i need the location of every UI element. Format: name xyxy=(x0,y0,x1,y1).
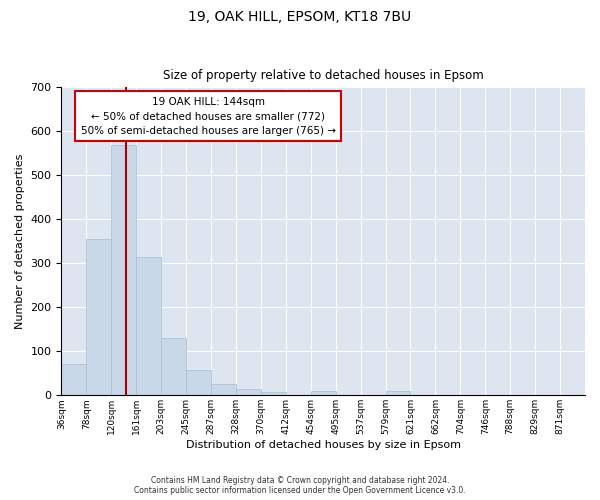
Text: 19 OAK HILL: 144sqm
← 50% of detached houses are smaller (772)
50% of semi-detac: 19 OAK HILL: 144sqm ← 50% of detached ho… xyxy=(80,96,335,136)
Bar xyxy=(111,144,136,396)
Y-axis label: Number of detached properties: Number of detached properties xyxy=(15,154,25,329)
Bar xyxy=(61,364,86,396)
Title: Size of property relative to detached houses in Epsom: Size of property relative to detached ho… xyxy=(163,69,484,82)
Bar xyxy=(386,391,410,396)
Text: Contains HM Land Registry data © Crown copyright and database right 2024.
Contai: Contains HM Land Registry data © Crown c… xyxy=(134,476,466,495)
X-axis label: Distribution of detached houses by size in Epsom: Distribution of detached houses by size … xyxy=(186,440,461,450)
Bar xyxy=(311,391,335,396)
Text: 19, OAK HILL, EPSOM, KT18 7BU: 19, OAK HILL, EPSOM, KT18 7BU xyxy=(188,10,412,24)
Bar xyxy=(261,392,286,396)
Bar xyxy=(161,338,186,396)
Bar xyxy=(186,370,211,396)
Bar xyxy=(236,389,261,396)
Bar xyxy=(211,384,236,396)
Bar xyxy=(136,256,161,396)
Bar xyxy=(86,239,111,396)
